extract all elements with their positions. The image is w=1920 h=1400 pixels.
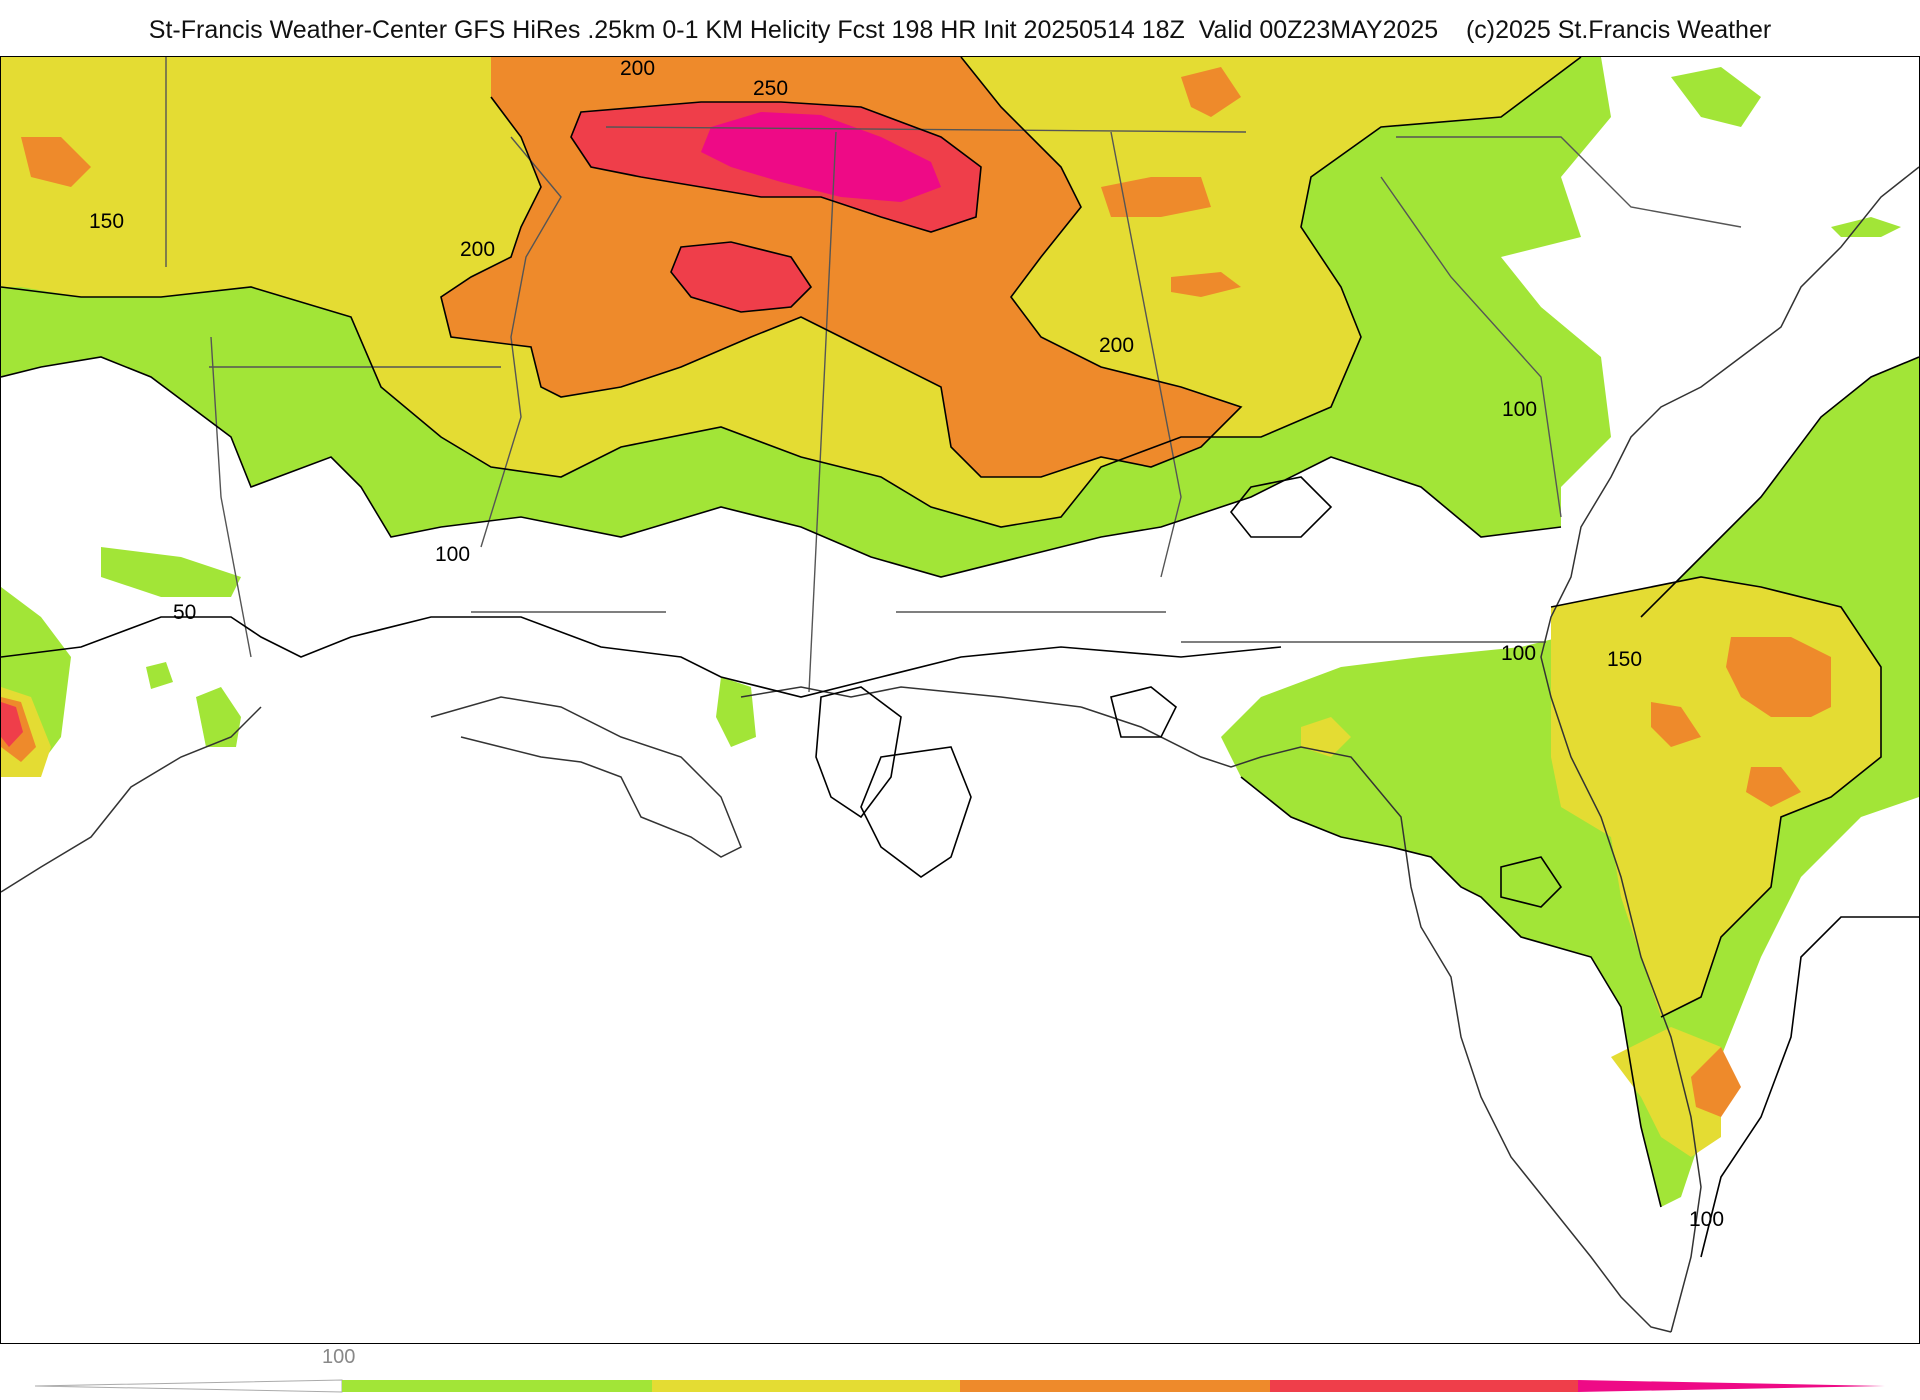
contour-50 bbox=[1, 616, 1282, 698]
contour-50-atl bbox=[1700, 916, 1919, 1258]
contour-150-north bbox=[1, 57, 1582, 528]
contour-150-fl bbox=[1550, 576, 1882, 1018]
state-line-tx-la bbox=[210, 336, 252, 658]
colorbar-tick-label: 100 bbox=[322, 1346, 356, 1368]
fill-100-ms bbox=[716, 677, 756, 747]
fill-150-ga bbox=[1301, 717, 1351, 757]
contour-label: 100 bbox=[1689, 1208, 1724, 1231]
contour-label: 200 bbox=[460, 238, 495, 261]
contour-label: 100 bbox=[1501, 642, 1536, 665]
state-line-ga-sc bbox=[1380, 176, 1562, 518]
state-line-ms-al bbox=[808, 131, 837, 693]
contour-50-sw bbox=[1500, 856, 1563, 908]
colorbar-seg-150 bbox=[652, 1380, 960, 1392]
fill-200-fl2 bbox=[1651, 702, 1701, 747]
fill-100-w2 bbox=[101, 547, 241, 597]
contour-label: 100 bbox=[435, 543, 470, 566]
fill-100-ne2 bbox=[1831, 217, 1901, 237]
colorbar-seg-250 bbox=[1270, 1380, 1578, 1392]
fill-150-fl2 bbox=[1611, 1027, 1721, 1157]
map-frame: 200 250 150 200 200 100 100 50 100 150 1… bbox=[0, 56, 1920, 1344]
contour-label: 200 bbox=[620, 57, 655, 80]
fill-100-w4 bbox=[146, 662, 173, 689]
contour-label: 50 bbox=[173, 601, 196, 624]
contour-label: 250 bbox=[753, 77, 788, 100]
contour-lines bbox=[1, 57, 1919, 1258]
state-line-ar-tn bbox=[605, 126, 1247, 133]
geo-boundaries bbox=[165, 57, 1742, 693]
fill-250-c bbox=[671, 242, 811, 312]
fill-200-e2 bbox=[1171, 272, 1241, 297]
fill-200-fl4 bbox=[1691, 1047, 1741, 1117]
coastline bbox=[1, 166, 1919, 1333]
contour-200-north bbox=[440, 57, 1243, 478]
state-line-nc-sc bbox=[1396, 136, 1742, 228]
state-line-la-ms bbox=[480, 136, 562, 548]
contour-250-center bbox=[670, 241, 813, 313]
colorbar-svg bbox=[34, 1379, 1885, 1393]
fill-200-fl1 bbox=[1726, 637, 1831, 717]
colorbar-seg-100 bbox=[342, 1380, 652, 1392]
contour-250-north bbox=[570, 101, 982, 233]
colorbar: 100 bbox=[0, 1346, 1920, 1400]
gulf-coast-louisiana bbox=[430, 696, 742, 858]
contour-50-gulf bbox=[860, 746, 972, 878]
contour-label: 150 bbox=[1607, 648, 1642, 671]
state-line-al-ga bbox=[1110, 131, 1182, 578]
gulf-coast-fl-panhandle bbox=[1080, 706, 1672, 1333]
contour-100-atl bbox=[1640, 356, 1919, 618]
fill-300 bbox=[701, 112, 941, 202]
contour-label: 100 bbox=[1502, 398, 1537, 421]
fill-250-tx bbox=[1, 702, 23, 747]
contour-50-loop1 bbox=[1229, 476, 1333, 538]
contour-50-loop3 bbox=[815, 686, 902, 819]
fill-200-ne bbox=[1181, 67, 1241, 117]
colorbar-high-triangle bbox=[1578, 1380, 1885, 1392]
fill-200-fl3 bbox=[1746, 767, 1801, 807]
map-title: St-Francis Weather-Center GFS HiRes .25k… bbox=[148, 16, 1772, 44]
contour-50-loop2 bbox=[1110, 686, 1178, 738]
contour-100-fl-west bbox=[1240, 776, 1662, 1208]
atlantic-coast-fl bbox=[1540, 166, 1919, 1333]
gulf-coast-texas bbox=[1, 706, 262, 893]
fill-100-w3 bbox=[196, 687, 241, 747]
contour-labels: 200 250 150 200 200 100 100 50 100 150 1… bbox=[89, 57, 1724, 1231]
contour-label: 200 bbox=[1099, 334, 1134, 357]
colorbar-seg-200 bbox=[960, 1380, 1270, 1392]
gulf-coast-miss-al bbox=[740, 686, 1082, 708]
contour-100-north bbox=[1, 356, 1562, 578]
fill-200-w bbox=[21, 137, 91, 187]
fill-100-ne bbox=[1671, 67, 1761, 127]
contour-label: 150 bbox=[89, 210, 124, 233]
helicity-map: 200 250 150 200 200 100 100 50 100 150 1… bbox=[1, 57, 1919, 1333]
colorbar-low-triangle bbox=[34, 1379, 343, 1393]
fill-200-e1 bbox=[1101, 177, 1211, 217]
filled-contours bbox=[1, 57, 1919, 1207]
